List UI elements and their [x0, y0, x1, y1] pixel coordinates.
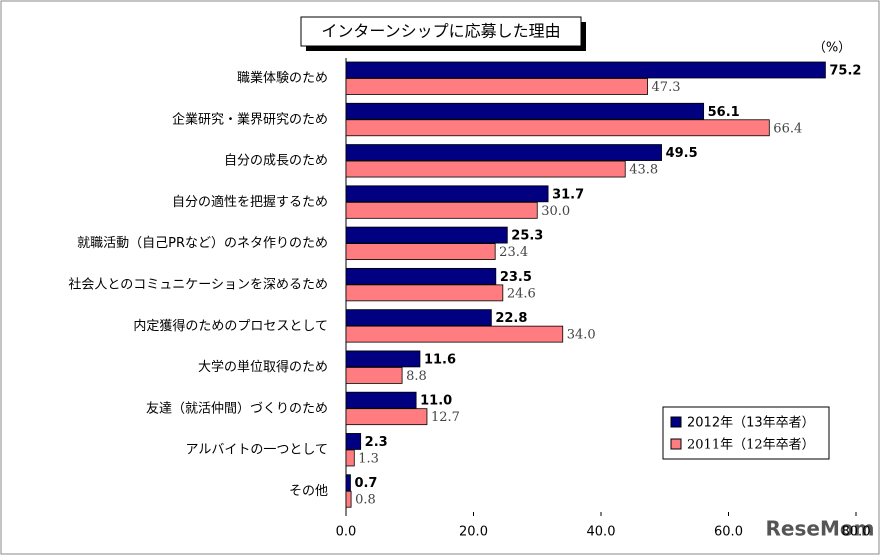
value-label: 66.4	[773, 121, 802, 136]
bar	[345, 78, 648, 95]
bar	[345, 284, 504, 302]
y-tick-label: 職業体験のため	[237, 70, 328, 86]
value-label: 23.5	[500, 270, 532, 285]
bar	[345, 490, 352, 508]
value-label: 8.8	[406, 369, 427, 384]
bar	[345, 267, 497, 285]
x-tick-label: 20.0	[459, 525, 488, 540]
bar	[345, 119, 770, 137]
y-tick-label: アルバイトの一つとして	[186, 443, 328, 458]
legend-swatch	[670, 438, 682, 450]
value-label: 0.8	[355, 493, 376, 508]
bar	[345, 226, 508, 244]
legend-label: 2012年（13年卒者）	[687, 416, 815, 431]
bar	[345, 185, 549, 203]
value-label: 22.8	[495, 311, 527, 326]
y-tick-label: 大学の単位取得のため	[198, 359, 328, 375]
bar	[345, 325, 564, 343]
value-label: 11.6	[424, 352, 456, 367]
y-tick-label: 内定獲得のためのプロセスとして	[133, 318, 328, 334]
value-label: 49.5	[666, 146, 698, 161]
legend-label: 2011年（12年卒者）	[687, 438, 815, 453]
y-tick-label: 社会人とのコミュニケーションを深めるため	[68, 277, 328, 293]
legend-swatch	[670, 416, 682, 428]
value-label: 11.0	[420, 394, 452, 409]
bar	[345, 61, 826, 79]
watermark: ReseMom	[766, 517, 875, 541]
y-tick-label: 自分の適性を把握するため	[172, 194, 328, 210]
bar	[345, 201, 538, 219]
value-label: 56.1	[708, 105, 740, 120]
y-tick-label: 企業研究・業界研究のため	[172, 111, 328, 127]
bar	[345, 391, 417, 409]
bar	[345, 144, 662, 161]
y-tick-label: 就職活動（自己PRなど）のネタ作りのため	[77, 236, 328, 251]
bar	[345, 474, 351, 492]
value-label: 0.7	[354, 476, 377, 491]
bar	[345, 350, 421, 368]
value-label: 34.0	[567, 328, 596, 343]
unit-label: （%）	[813, 41, 851, 56]
value-label: 2.3	[365, 435, 388, 450]
bar	[345, 309, 492, 327]
value-label: 75.2	[829, 64, 861, 79]
legend-box	[662, 406, 830, 460]
value-label: 30.0	[541, 204, 570, 219]
value-label: 43.8	[629, 163, 658, 178]
chart-title: インターンシップに応募した理由	[321, 22, 560, 41]
y-tick-label: その他	[289, 484, 328, 499]
value-label: 1.3	[358, 451, 379, 466]
value-label: 23.4	[499, 245, 528, 260]
bar	[345, 449, 355, 467]
bar	[345, 102, 705, 120]
x-tick-label: 0.0	[336, 525, 357, 540]
value-label: 24.6	[507, 286, 536, 301]
bar	[345, 408, 428, 426]
value-label: 47.3	[652, 80, 681, 95]
value-label: 25.3	[511, 229, 543, 244]
bar	[345, 367, 403, 384]
bar	[345, 433, 362, 450]
x-tick-label: 80.0	[842, 525, 871, 540]
bar	[345, 243, 496, 260]
y-tick-label: 自分の成長のため	[224, 154, 328, 169]
y-tick-label: 友達（就活仲間）づくりのため	[146, 400, 328, 416]
value-label: 12.7	[431, 410, 460, 425]
x-tick-label: 40.0	[587, 525, 616, 540]
bar	[345, 160, 626, 178]
value-label: 31.7	[552, 187, 584, 202]
x-tick-label: 60.0	[714, 525, 743, 540]
title-box	[300, 16, 582, 47]
